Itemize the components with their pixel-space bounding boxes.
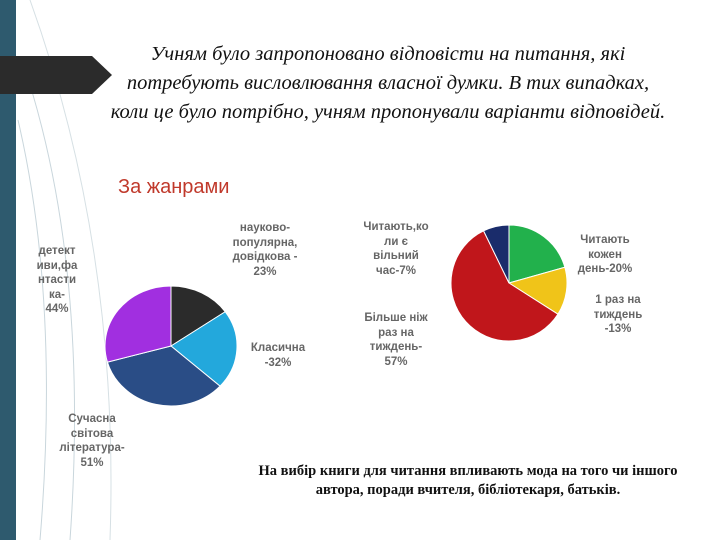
label-line: ли є	[384, 235, 408, 248]
label-line: 23%	[253, 265, 277, 278]
label-line: нтасти	[37, 274, 77, 286]
label-darkblue-slice: Сучасна світова література- 51%	[40, 412, 144, 470]
label-line: література-	[59, 442, 125, 454]
label-line: 57%	[384, 355, 408, 368]
label-line: 44%	[45, 303, 69, 315]
label-line: ка-	[49, 288, 65, 301]
genre-pie-chart	[104, 285, 238, 407]
label-line: Сучасна	[68, 413, 116, 425]
label-red-slice: Більше ніж раз на тиждень- 57%	[348, 311, 444, 369]
label-line: Більше ніж	[364, 312, 428, 324]
pie-slice-dark	[170, 285, 226, 347]
footer-note: На вибір книги для читання впливають мод…	[258, 463, 678, 498]
label-lightblue-slice: Класична -32%	[242, 341, 314, 370]
label-dark-slice: науково- популярна, довідкова - 23%	[212, 221, 318, 279]
pie-slice-navy	[482, 224, 510, 284]
intro-text: Учням було запропоновано відповісти на п…	[110, 43, 666, 123]
label-line: день-20%	[577, 263, 633, 275]
side-bar	[0, 0, 16, 540]
pie-slice-red	[450, 230, 559, 342]
label-line: тиждень-	[369, 341, 423, 353]
label-line: Читають	[580, 234, 630, 246]
label-yellow-slice: 1 раз на тиждень -13%	[580, 293, 656, 337]
label-line: Читають,ко	[363, 221, 429, 233]
pie-slice-darkblue	[106, 345, 221, 407]
label-line: довідкова -	[232, 251, 298, 263]
label-line: раз на	[378, 326, 414, 339]
chart-subtitle: За жанрами	[118, 176, 230, 198]
arrow-shape	[0, 56, 112, 94]
label-line: вільний	[373, 250, 419, 262]
frequency-pie-chart	[450, 224, 568, 342]
label-navy-slice: Читають,ко ли є вільний час-7%	[346, 220, 446, 278]
label-line: науково-	[239, 222, 291, 234]
pie-slice-purple	[104, 285, 172, 363]
label-line: иви,фа	[36, 259, 78, 272]
label-line: 51%	[80, 456, 104, 469]
label-purple-slice: детект иви,фа нтасти ка- 44%	[28, 244, 86, 317]
label-line: кожен	[588, 248, 622, 261]
label-green-slice: Читають кожен день-20%	[564, 233, 646, 277]
pie-slice-lightblue	[170, 311, 238, 387]
label-line: тиждень	[593, 308, 643, 321]
label-line: час-7%	[376, 264, 416, 277]
label-line: -32%	[264, 356, 292, 369]
label-line: детект	[38, 245, 76, 257]
label-line: Класична	[250, 342, 306, 354]
label-line: 1 раз на	[595, 294, 641, 306]
label-line: -13%	[604, 323, 632, 335]
label-line: популярна,	[232, 236, 298, 249]
label-line: світова	[70, 427, 114, 440]
pie-slice-green	[508, 224, 566, 284]
